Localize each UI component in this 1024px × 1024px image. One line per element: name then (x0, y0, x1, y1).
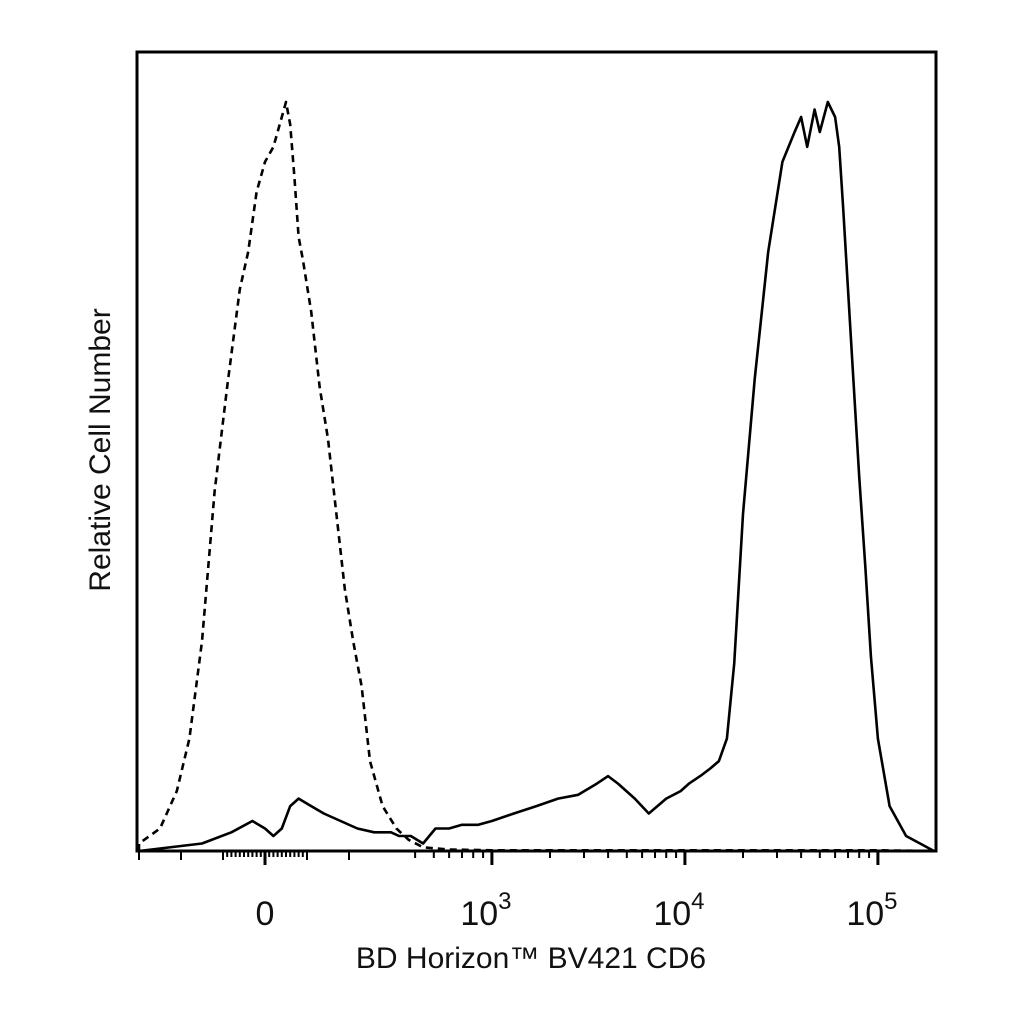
series-group (137, 100, 935, 853)
x-axis-major-ticks (263, 851, 880, 865)
x-axis-tick-labels: 0 103 104 105 (256, 888, 898, 933)
series-line-dashed (137, 100, 935, 853)
x-axis-minor-ticks (138, 851, 871, 860)
x-axis-title: BD Horizon™ BV421 CD6 (356, 942, 706, 975)
y-axis-title: Relative Cell Number (84, 308, 117, 591)
series-line-solid (138, 100, 935, 853)
x-tick-label: 104 (653, 888, 704, 933)
x-tick-label: 105 (846, 888, 897, 933)
plot-frame (135, 50, 938, 853)
x-tick-label: 0 (256, 895, 275, 933)
x-tick-label: 103 (460, 888, 511, 933)
